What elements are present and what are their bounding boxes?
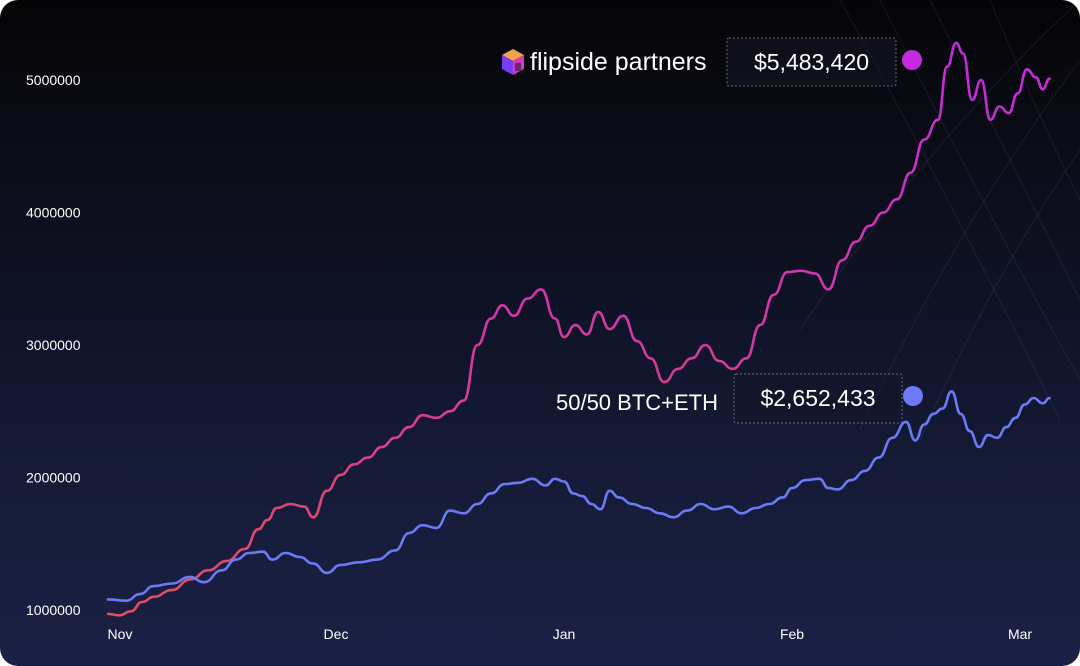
y-tick-label: 5000000 [26, 72, 81, 88]
y-tick-label: 2000000 [26, 470, 81, 486]
x-tick-label: Jan [553, 626, 576, 642]
flipside-value: $5,483,420 [754, 49, 869, 75]
y-tick-label: 1000000 [26, 602, 81, 618]
x-tick-label: Nov [108, 626, 133, 642]
btc-eth-series-label: 50/50 BTC+ETH [556, 390, 718, 415]
series-lines [106, 41, 1051, 617]
flipside-logo-icon [502, 49, 524, 75]
flipside-partners-line [106, 41, 1051, 617]
x-tick-label: Dec [324, 626, 349, 642]
flipside-value-box [726, 37, 897, 87]
btc-eth-line [106, 390, 1051, 602]
btc-eth-value-box [733, 373, 903, 424]
y-tick-label: 4000000 [26, 205, 81, 221]
x-tick-label: Feb [780, 626, 804, 642]
btc-eth-value: $2,652,433 [760, 385, 875, 411]
x-axis: Nov Dec Jan Feb Mar [108, 626, 1033, 642]
flipside-partners-marker [902, 50, 922, 70]
y-tick-label: 3000000 [26, 337, 81, 353]
btc-eth-marker [903, 386, 923, 406]
y-axis: 1000000 2000000 3000000 4000000 5000000 [26, 72, 81, 618]
brand-name: flipside partners [530, 48, 706, 76]
x-tick-label: Mar [1008, 626, 1032, 642]
series-annotations: $5,483,420 flipside partners $2,652,433 50/… [502, 37, 923, 424]
